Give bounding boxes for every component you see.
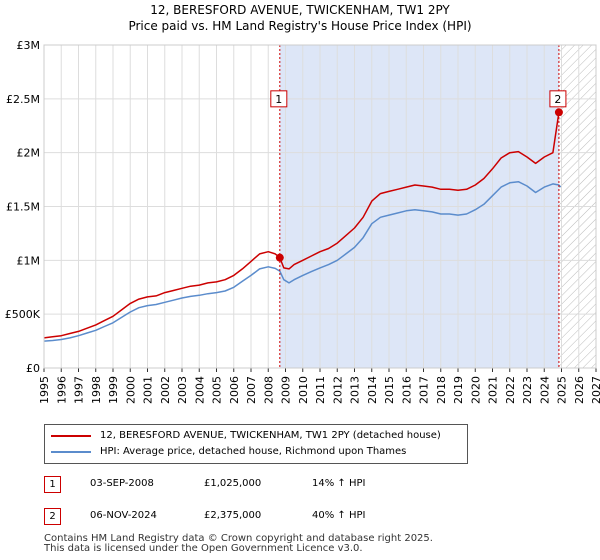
footer-licence: This data is licensed under the Open Gov… [44,543,363,554]
x-tick-label: 2013 [349,376,362,404]
legend-label-hpi: HPI: Average price, detached house, Rich… [100,446,407,457]
sale-label-box-1 [270,90,288,108]
event-change-2: 40% ↑ HPI [312,510,366,521]
x-tick-label: 2017 [418,376,431,404]
hpi-line [43,180,562,342]
y-tick-label: £2M [17,147,41,160]
x-tick-label: 2009 [280,376,293,404]
event-price-2: £2,375,000 [204,510,262,521]
y-tick-label: £1M [17,254,41,267]
x-tick-label: 1995 [38,376,51,404]
x-tick-label: 1997 [73,376,86,404]
property-price-line [43,111,562,339]
price-chart: 1 2 £0 £500K £1M £1.5M £2M £2.5M £3M 1995 1996 199… [5,39,600,404]
x-tick-label: 2008 [262,376,275,404]
x-tick-label: 2024 [538,376,551,404]
sale-label-2: 2 [554,93,561,106]
y-tick-label: £2.5M [6,93,40,106]
x-tick-label: 2011 [314,376,327,404]
event-change-1: 14% ↑ HPI [312,478,366,489]
footer-copyright: Contains HM Land Registry data © Crown c… [44,533,433,544]
sale-point-2 [554,108,563,117]
x-tick-label: 1998 [90,376,103,404]
legend-label-property: 12, BERESFORD AVENUE, TWICKENHAM, TW1 2P… [100,430,441,441]
sale-point-1 [275,253,284,262]
x-tick-label: 2014 [366,376,379,404]
y-tick-label: £1.5M [6,201,40,214]
legend-swatch-hpi [51,451,91,453]
legend: 12, BERESFORD AVENUE, TWICKENHAM, TW1 2P… [44,424,468,464]
x-tick-label: 2000 [124,376,137,404]
sale-label-box-2 [549,90,567,108]
chart-subtitle: Price paid vs. HM Land Registry's House … [128,19,472,33]
x-tick-label: 2021 [487,376,500,404]
x-tick-label: 2020 [469,376,482,404]
x-tick-label: 2001 [142,376,155,404]
x-tick-label: 2022 [504,376,517,404]
x-tick-label: 2002 [159,376,172,404]
event-price-1: £1,025,000 [204,478,262,489]
sale-label-1: 1 [275,93,282,106]
event-date-1: 03-SEP-2008 [90,478,154,489]
legend-swatch-property [51,435,91,437]
x-tick-label: 2003 [176,376,189,404]
x-tick-label: 2005 [211,376,224,404]
y-tick-label: £0 [26,362,40,375]
x-tick-label: 2019 [452,376,465,404]
x-tick-label: 2012 [331,376,344,404]
x-tick-label: 1999 [107,376,120,404]
x-tick-label: 2027 [590,376,600,404]
y-tick-label: £500K [5,308,41,321]
x-tick-label: 2006 [228,376,241,404]
event-marker-1: 1 [44,476,61,493]
x-tick-label: 2007 [245,376,258,404]
x-tick-label: 2018 [435,376,448,404]
x-tick-label: 2015 [383,376,396,404]
x-tick-label: 2026 [573,376,586,404]
event-marker-2: 2 [44,508,61,525]
event-date-2: 06-NOV-2024 [90,510,157,521]
x-tick-label: 2010 [297,376,310,404]
x-tick-label: 2025 [556,376,569,404]
plot-frame [43,44,597,369]
x-tick-label: 2004 [193,376,206,404]
x-tick-label: 2016 [400,376,413,404]
x-tick-label: 1996 [55,376,68,404]
x-tick-label: 2023 [521,376,534,404]
chart-title: 12, BERESFORD AVENUE, TWICKENHAM, TW1 2P… [150,3,450,17]
y-tick-label: £3M [17,39,41,52]
